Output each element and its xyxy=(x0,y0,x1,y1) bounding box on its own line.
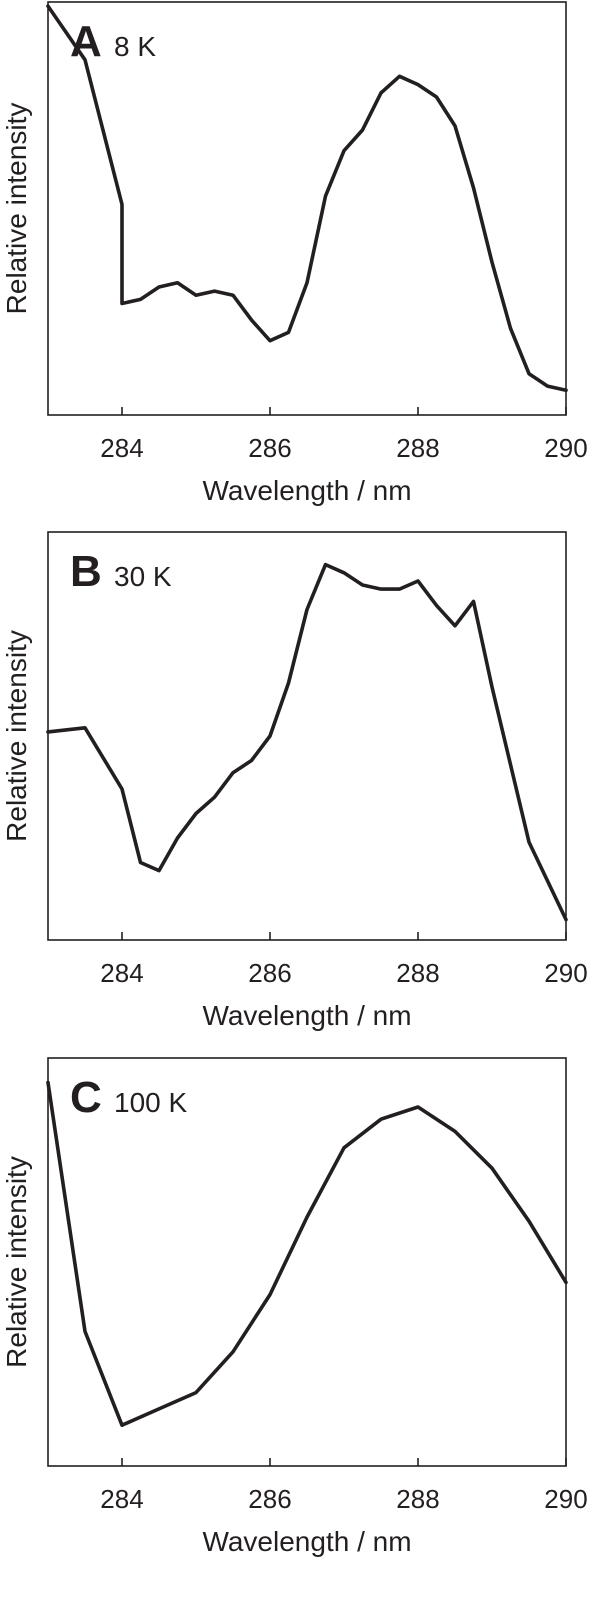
series-line xyxy=(46,1080,568,1427)
x-axis-label: Wavelength / nm xyxy=(202,1526,411,1557)
chart-panel-b: 284 286 288 290 Wavelength / nm Relative inte… xyxy=(1,531,588,1031)
x-tick-label: 286 xyxy=(248,433,291,463)
chart-panel-a: 284 286 288 290 Wavelength / nm Relative inte… xyxy=(1,1,588,506)
x-tick-label: 288 xyxy=(396,958,439,988)
panel-label: A xyxy=(70,17,102,66)
x-tick-label: 290 xyxy=(544,1484,587,1514)
chart-panel-c: 284 286 288 290 Wavelength / nm Relative inte… xyxy=(1,1057,588,1557)
x-tick-label: 286 xyxy=(248,1484,291,1514)
panel-title: 8 K xyxy=(114,31,156,62)
panel-label: C xyxy=(70,1073,102,1122)
x-tick-label: 286 xyxy=(248,958,291,988)
panel-title: 100 K xyxy=(114,1087,187,1118)
panel-label: B xyxy=(70,547,102,596)
series-line xyxy=(46,562,568,922)
x-tick-label: 288 xyxy=(396,433,439,463)
x-tick-label: 284 xyxy=(100,1484,143,1514)
y-axis-label: Relative intensity xyxy=(1,1156,32,1368)
x-axis-label: Wavelength / nm xyxy=(202,475,411,506)
x-tick-label: 288 xyxy=(396,1484,439,1514)
x-axis-label: Wavelength / nm xyxy=(202,1000,411,1031)
plot-frame xyxy=(47,1057,567,1467)
series-line xyxy=(46,4,568,393)
y-axis-label: Relative intensity xyxy=(1,103,32,315)
y-axis-label: Relative intensity xyxy=(1,630,32,842)
x-tick-label: 290 xyxy=(544,433,587,463)
panel-title: 30 K xyxy=(114,561,172,592)
plot-frame xyxy=(47,1,567,416)
plot-frame xyxy=(47,531,567,941)
x-tick-label: 284 xyxy=(100,433,143,463)
x-tick-label: 284 xyxy=(100,958,143,988)
x-tick-label: 290 xyxy=(544,958,587,988)
